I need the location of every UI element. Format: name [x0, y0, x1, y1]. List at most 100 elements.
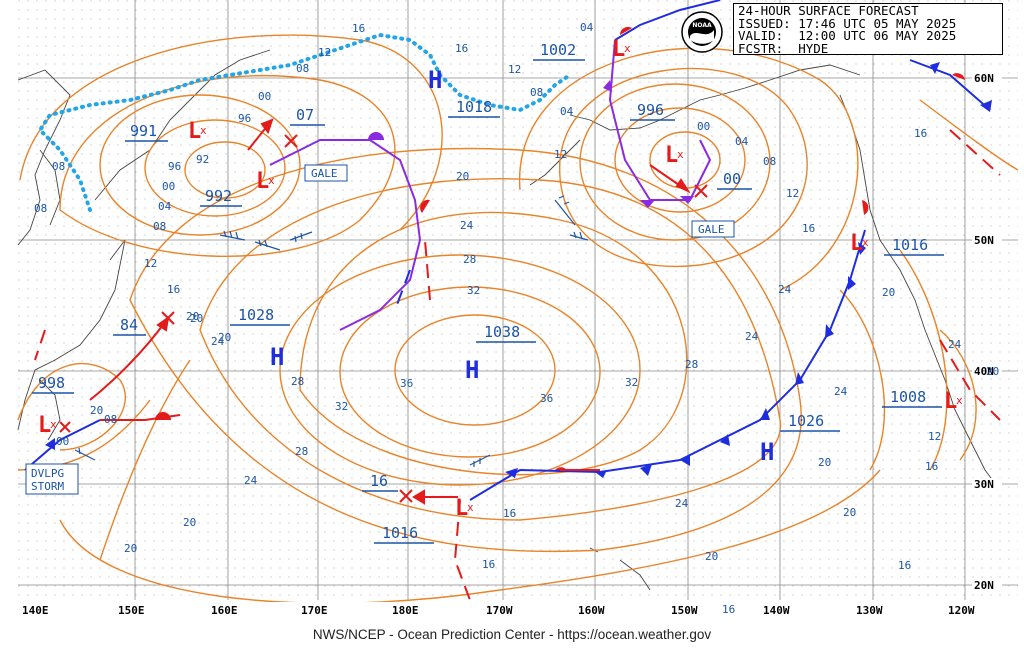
- header-issued: ISSUED: 17:46 UTC 05 MAY 2025: [738, 15, 957, 31]
- isobar-label: 20: [818, 456, 831, 469]
- isobar-label: 24: [948, 338, 962, 351]
- lat-label: 40N: [974, 365, 994, 378]
- lon-label: 160W: [578, 604, 605, 617]
- isobar-label: 12: [508, 63, 521, 76]
- svg-text:H: H: [760, 438, 774, 466]
- isobar-label: 32: [625, 376, 638, 389]
- pressure-label: 996: [637, 101, 664, 119]
- svg-text:L: L: [850, 231, 863, 256]
- isobar-label: 20: [843, 506, 856, 519]
- isobar-label: 12: [144, 257, 157, 270]
- high-symbols: H H H H: [270, 66, 774, 466]
- footer-credit: NWS/NCEP - Ocean Prediction Center - htt…: [312, 627, 712, 642]
- pressure-label: 1002: [540, 41, 576, 59]
- isobar-label: 16: [167, 283, 180, 296]
- pressure-labels: 991 992 07 84 998 1018 1002 996 00 1028 …: [32, 41, 944, 544]
- isobar-label: 16: [802, 222, 815, 235]
- svg-text:H: H: [465, 356, 479, 384]
- isobar-label: 96: [238, 112, 251, 125]
- low-symbols: L L L L L L L L: [38, 37, 957, 521]
- lon-label: 170W: [486, 604, 513, 617]
- noaa-logo-text: NOAA: [692, 22, 712, 29]
- isobar-label: 32: [335, 400, 348, 413]
- isobar-label: 24: [460, 219, 474, 232]
- noaa-logo: NOAA: [680, 10, 724, 54]
- isobar-label: 20: [882, 286, 895, 299]
- svg-text:L: L: [944, 389, 957, 414]
- isobar-label: 28: [685, 358, 698, 371]
- isobar-label: 04: [158, 200, 172, 213]
- center-markers: [59, 134, 708, 503]
- isobar-label: 08: [104, 413, 117, 426]
- pressure-label: 1038: [484, 323, 520, 341]
- isobar-label: 24: [244, 474, 258, 487]
- isobar-label: 16: [722, 603, 735, 616]
- pressure-label: 1028: [238, 306, 274, 324]
- isobar-label: 28: [463, 253, 476, 266]
- pressure-label: 1026: [788, 412, 824, 430]
- isobar-label: 08: [296, 62, 309, 75]
- isobar-label: 12: [786, 187, 799, 200]
- isobar-label: 16: [503, 507, 516, 520]
- isobar-label: 24: [778, 283, 792, 296]
- isobar-label: 32: [467, 284, 480, 297]
- lon-label: 140E: [22, 604, 49, 617]
- svg-text:L: L: [665, 143, 678, 168]
- lon-label: 140W: [763, 604, 790, 617]
- svg-text:x: x: [467, 501, 474, 514]
- ice-edge: [37, 32, 572, 212]
- isobar-label: 16: [482, 558, 495, 571]
- low-small-x: x x x x x x x x: [50, 42, 963, 514]
- isobar-label: 04: [560, 105, 574, 118]
- pressure-label: 07: [296, 106, 314, 124]
- lat-label: 20N: [974, 579, 994, 592]
- svg-text:x: x: [50, 418, 57, 431]
- isobar-label: 08: [34, 202, 47, 215]
- lon-label: 150E: [118, 604, 145, 617]
- warning-label: GALE: [698, 223, 725, 236]
- pressure-label: 16: [370, 472, 388, 490]
- axis-labels: 140E 150E 160E 170E 180E 170W 160W 150W …: [18, 72, 1018, 620]
- isobar-label: 28: [291, 375, 304, 388]
- isobar-label: 20: [190, 312, 203, 325]
- isobar-label: 92: [196, 153, 209, 166]
- isobar-label: 20: [183, 516, 196, 529]
- pressure-label: 1018: [456, 98, 492, 116]
- forecast-header: 24-HOUR SURFACE FORECAST ISSUED: 17:46 U…: [733, 3, 1003, 55]
- isobar-label: 04: [735, 135, 749, 148]
- isobar-label: 24: [834, 385, 848, 398]
- header-valid: VALID: 12:00 UTC 06 MAY 2025: [738, 28, 957, 43]
- isobar-label: 24: [211, 335, 225, 348]
- lat-label: 50N: [974, 234, 994, 247]
- isobar-label: 20: [124, 542, 137, 555]
- lon-label: 160E: [211, 604, 238, 617]
- pressure-label: 991: [130, 122, 157, 140]
- isobar-label: 08: [52, 160, 65, 173]
- isobar-label: 00: [258, 90, 271, 103]
- coastlines: [17, 49, 1001, 591]
- svg-text:x: x: [956, 394, 963, 407]
- isobar-label: 96: [168, 160, 181, 173]
- lat-label: 30N: [974, 478, 994, 491]
- isobar-label: 00: [162, 180, 175, 193]
- pressure-label: 84: [120, 316, 138, 334]
- warning-boxes: GALE GALE DVLPG STORM: [25, 164, 735, 495]
- front-symbols: [45, 26, 992, 478]
- svg-text:x: x: [200, 124, 207, 137]
- pressure-label: 1016: [382, 524, 418, 542]
- isobar-label: 08: [763, 155, 776, 168]
- svg-text:x: x: [624, 42, 631, 55]
- lon-label: 170E: [301, 604, 328, 617]
- isobar-label: 00: [697, 120, 710, 133]
- pressure-label: 1016: [892, 236, 928, 254]
- pressure-label: 998: [38, 374, 65, 392]
- svg-text:H: H: [428, 66, 442, 94]
- isobar-label: 16: [914, 127, 927, 140]
- isobar-label: 04: [580, 21, 594, 34]
- svg-text:L: L: [256, 169, 269, 194]
- isobar-label: 20: [90, 404, 103, 417]
- isobar-label: 16: [898, 559, 911, 572]
- dotted-grid: [18, 0, 1018, 600]
- isobar-label: 00: [56, 435, 69, 448]
